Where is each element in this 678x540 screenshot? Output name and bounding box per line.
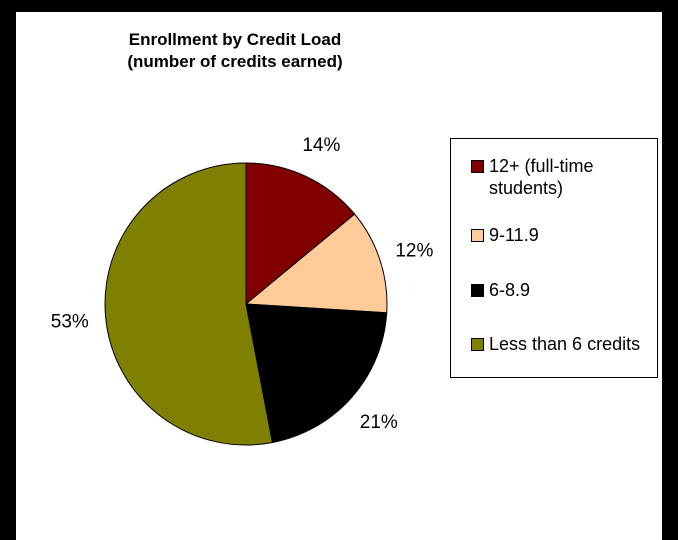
legend-item-9-11: 9-11.9	[471, 224, 539, 246]
legend-swatch	[471, 284, 484, 297]
slice-9-11	[244, 213, 388, 314]
slice-percent-label: 53%	[51, 312, 89, 333]
legend-swatch	[471, 229, 484, 242]
legend-label: Less than 6 credits	[489, 334, 641, 354]
slice-percent-label: 14%	[302, 135, 340, 156]
legend-swatch	[471, 338, 484, 351]
chart-legend: 12+ (full-time students) 9-11.9 6-8.9 Le…	[450, 138, 658, 378]
legend-label: 12+ (full-time students)	[489, 156, 594, 198]
slice-percent-label: 12%	[395, 240, 433, 261]
legend-label: 6-8.9	[489, 280, 531, 300]
chart-title: Enrollment by Credit Load	[128, 30, 342, 49]
legend-item-full-time: 12+ (full-time students)	[471, 155, 594, 199]
legend-item-6-8: 6-8.9	[471, 279, 530, 301]
slice-less-than-6	[104, 162, 274, 446]
chart-title-block: Enrollment by Credit Load (number of cre…	[16, 29, 454, 73]
slice-full-time	[245, 162, 356, 306]
chart-frame: Enrollment by Credit Load (number of cre…	[16, 12, 662, 540]
legend-label: 9-11.9	[489, 225, 539, 245]
legend-item-less-than-6: Less than 6 credits	[471, 333, 640, 355]
slice-6-8	[245, 303, 388, 444]
pie-chart: 14% 12% 21% 53%	[51, 135, 433, 446]
legend-swatch	[471, 160, 484, 173]
slice-percent-label: 21%	[360, 412, 398, 433]
chart-subtitle: (number of credits earned)	[127, 52, 343, 71]
